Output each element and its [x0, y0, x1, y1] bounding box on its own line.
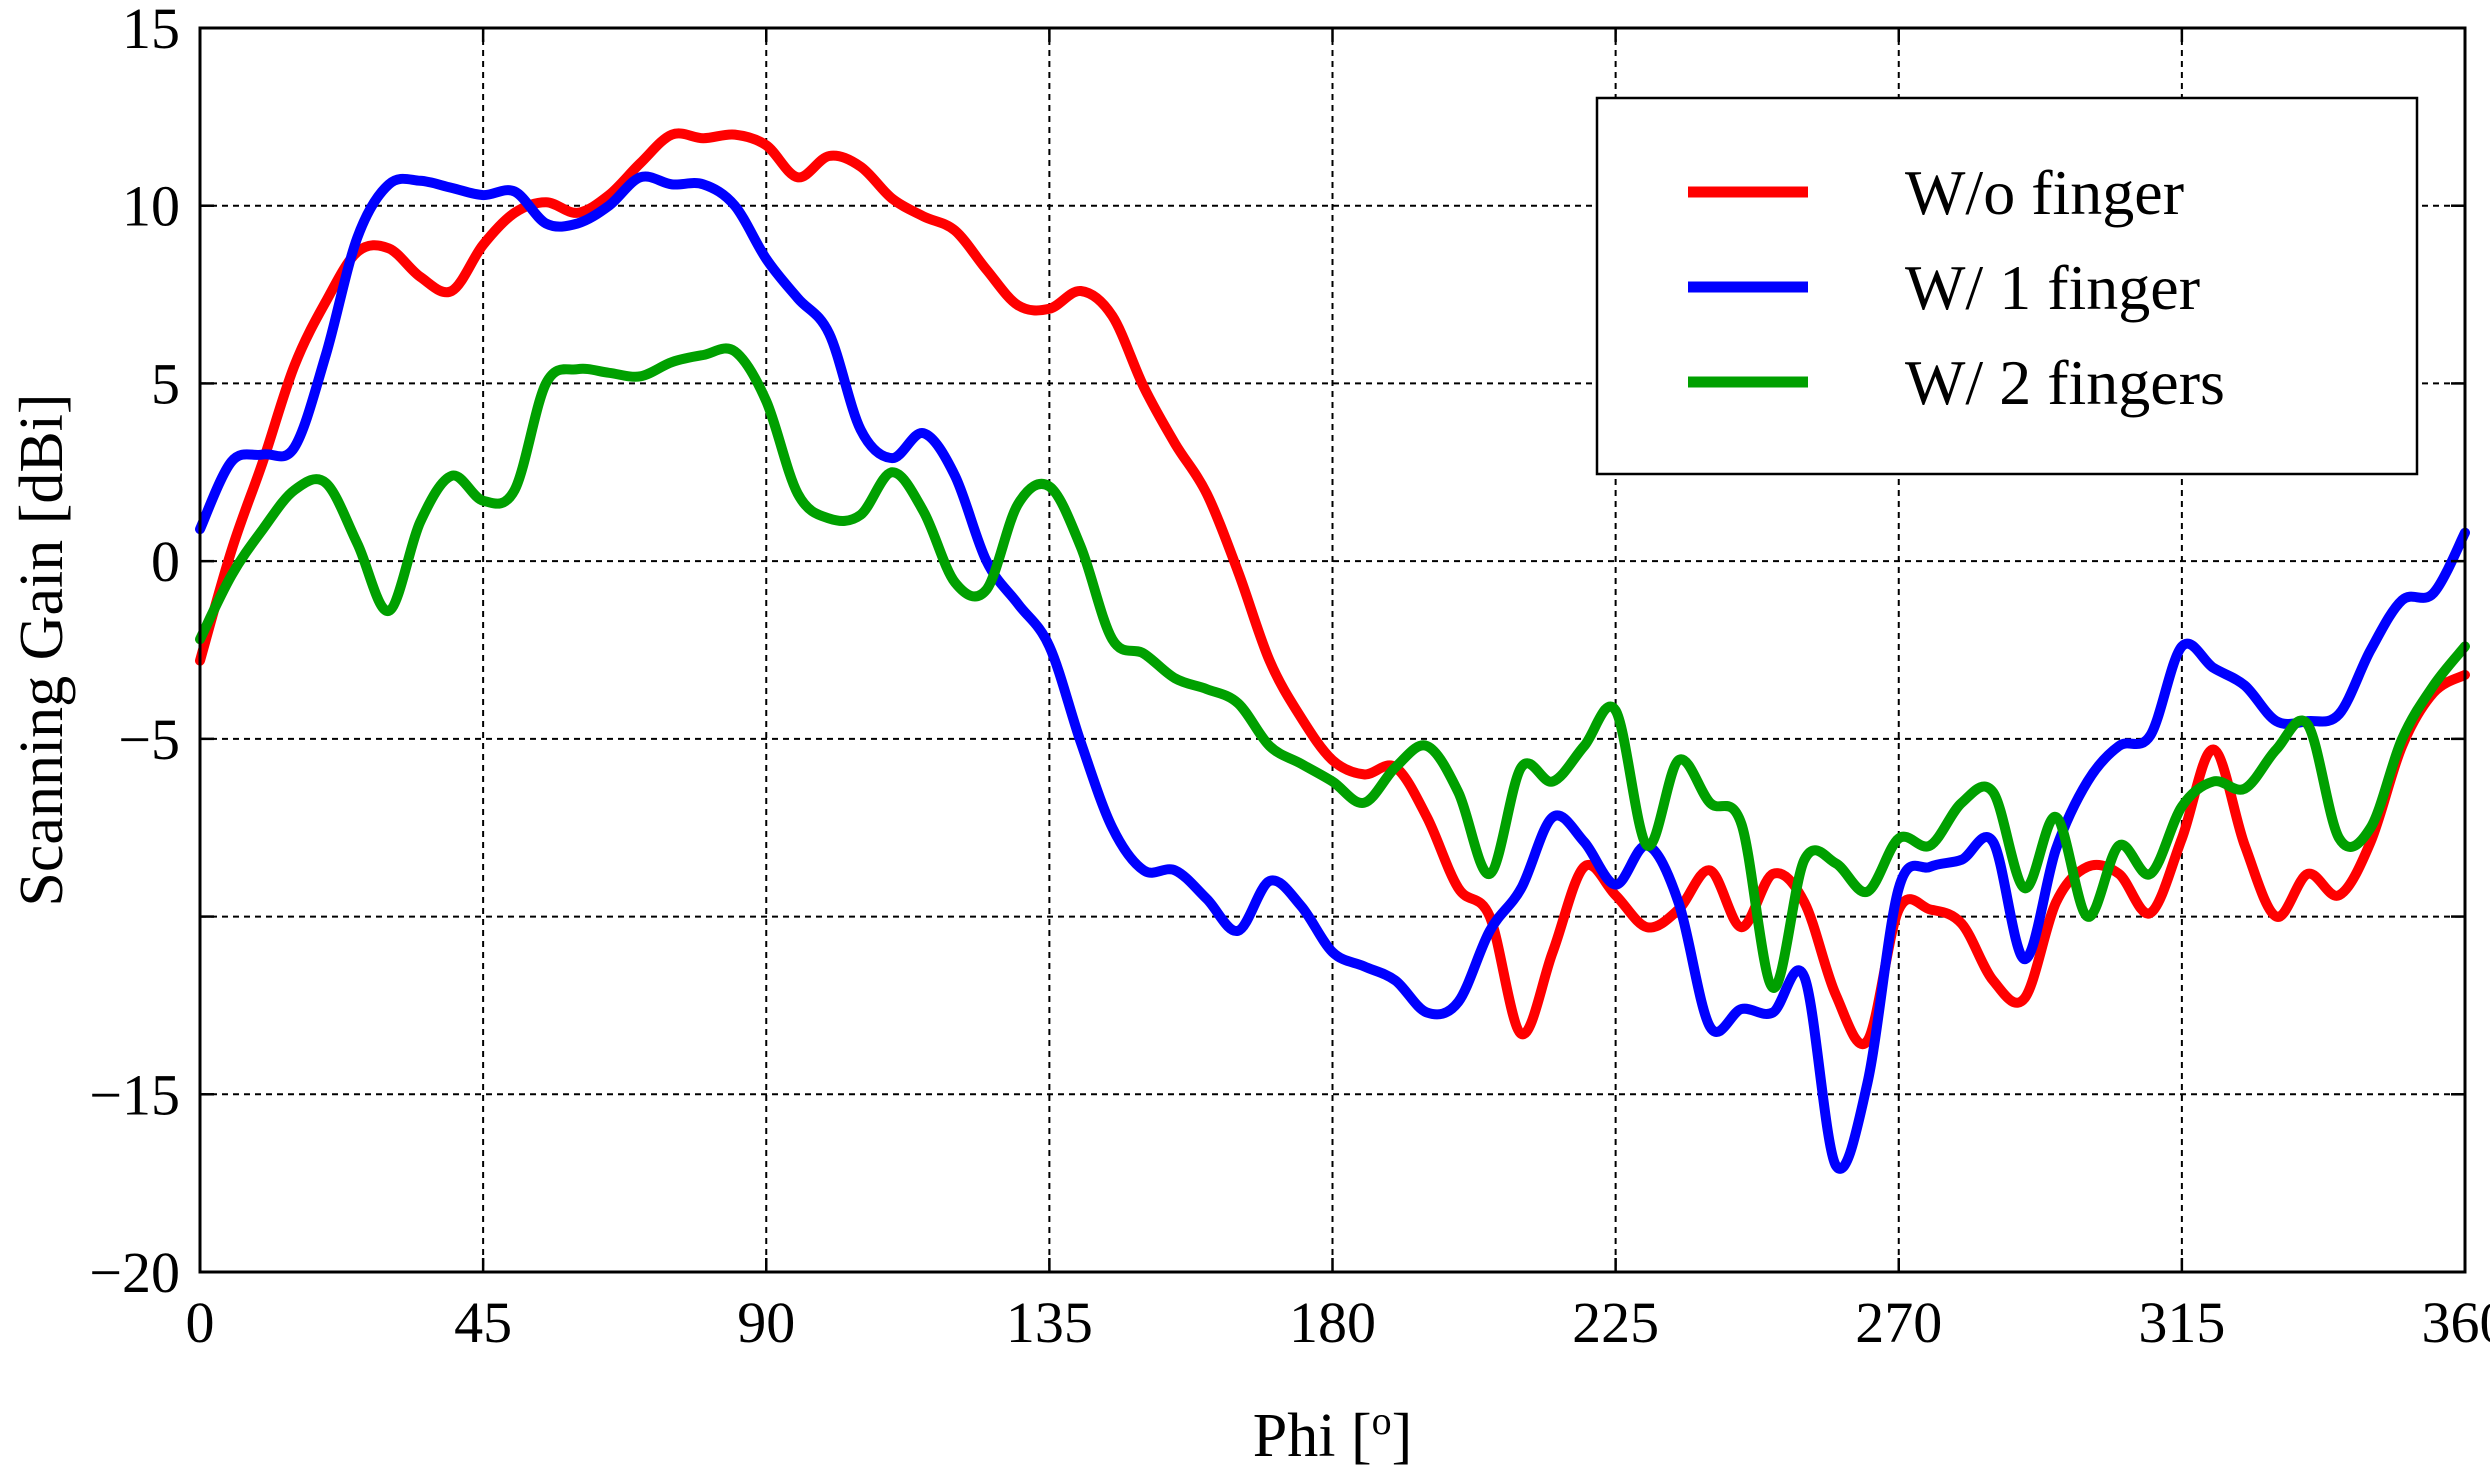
x-tick-label: 315: [2138, 1290, 2225, 1355]
y-tick-label: 10: [122, 174, 180, 239]
y-tick-label: −5: [118, 707, 180, 772]
x-axis-title-superscript: o: [1372, 1398, 1392, 1443]
y-tick-label: −20: [89, 1240, 180, 1305]
y-tick-label: 15: [122, 0, 180, 61]
series-lines: [195, 128, 2470, 1174]
legend-label-w-o-finger: W/o finger: [1905, 157, 2184, 228]
x-tick-label: 360: [2422, 1290, 2490, 1355]
x-tick-label: 45: [454, 1290, 512, 1355]
series-line-w-2-fingers: [195, 343, 2470, 993]
y-axis-title: Scanning Gain [dBi]: [8, 393, 76, 906]
x-tick-label: 180: [1289, 1290, 1376, 1355]
x-axis-title-main: Phi [: [1253, 1402, 1372, 1470]
ticks: 0 45 90 135 180 225 270 315 360 15 10 5 0 −5 −15 −20: [89, 0, 2490, 1355]
legend: W/o finger W/ 1 finger W/ 2 fingers: [1595, 96, 2419, 476]
y-tick-label: −15: [89, 1062, 180, 1127]
x-tick-label: 225: [1572, 1290, 1659, 1355]
legend-label-w-1-finger: W/ 1 finger: [1905, 252, 2200, 323]
x-tick-label: 0: [186, 1290, 215, 1355]
legend-label-w-2-fingers: W/ 2 fingers: [1905, 347, 2225, 418]
y-tick-label: 5: [151, 351, 180, 416]
x-tick-label: 270: [1855, 1290, 1942, 1355]
x-tick-label: 135: [1006, 1290, 1093, 1355]
y-tick-label: 0: [151, 529, 180, 594]
x-axis-title-suffix: ]: [1392, 1402, 1413, 1470]
series-line-w-1-finger: [195, 171, 2470, 1174]
x-axis-title: Phi [o]: [1253, 1398, 1413, 1470]
x-tick-label: 90: [737, 1290, 795, 1355]
